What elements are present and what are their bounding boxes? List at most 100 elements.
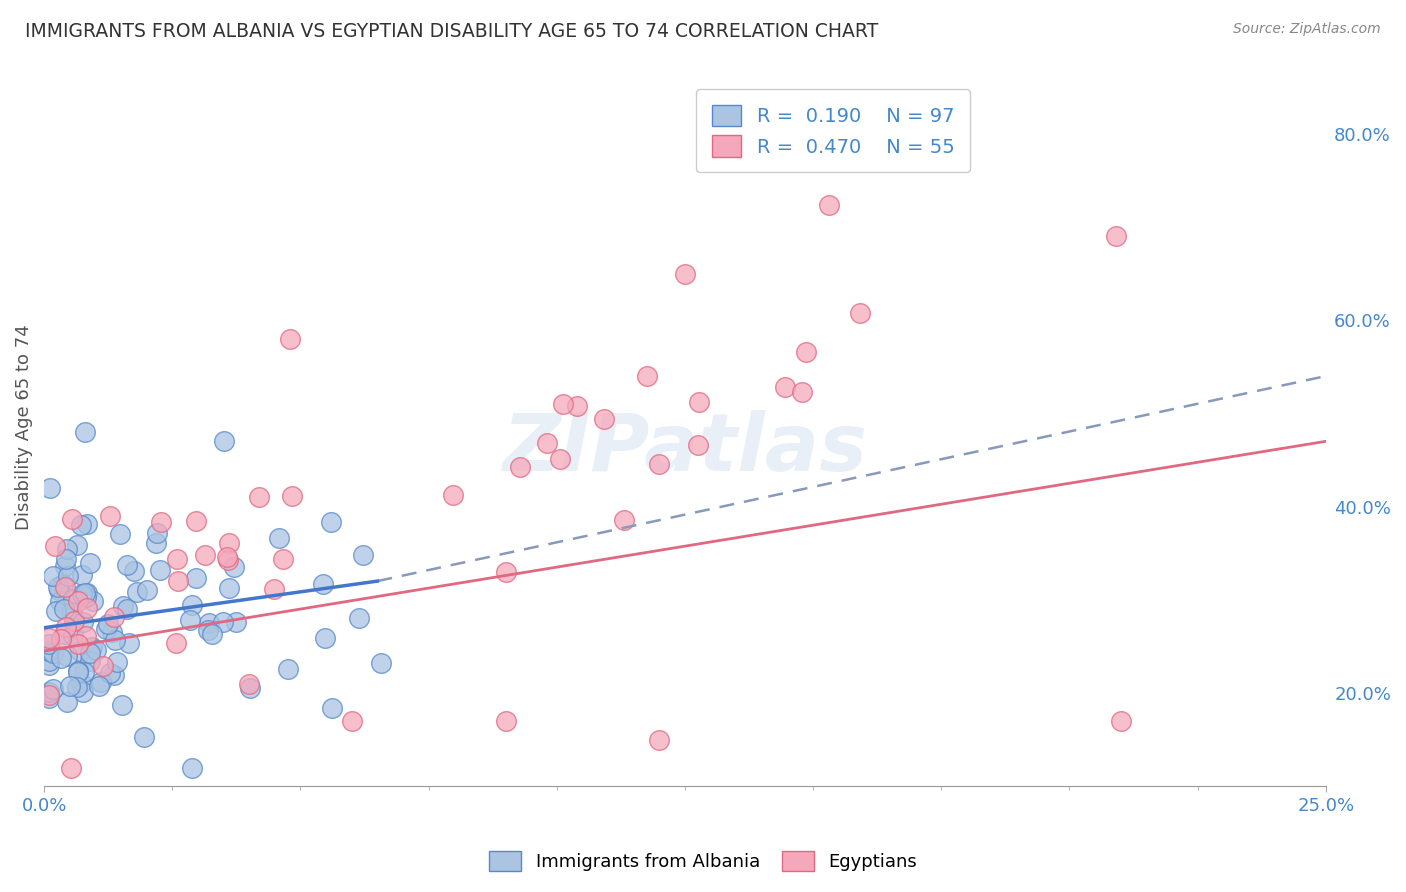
Point — [38, 691, 60, 706]
Point — [117, 602, 139, 616]
Point — [42, 569, 65, 583]
Point — [59, 760, 82, 774]
Point — [312, 577, 335, 591]
Point — [197, 615, 219, 630]
Point — [56, 695, 79, 709]
Point — [211, 615, 233, 630]
Text: Source: ZipAtlas.com: Source: ZipAtlas.com — [1233, 22, 1381, 37]
Point — [63, 614, 86, 628]
Point — [55, 620, 77, 634]
Point — [53, 627, 76, 641]
Point — [818, 197, 841, 211]
Point — [792, 384, 814, 399]
Point — [370, 656, 392, 670]
Point — [238, 676, 260, 690]
Point — [686, 438, 709, 452]
Point — [75, 425, 97, 439]
Point — [319, 515, 342, 529]
Point — [75, 591, 97, 605]
Point — [53, 580, 76, 594]
Point — [66, 593, 89, 607]
Point — [321, 701, 343, 715]
Point — [45, 604, 67, 618]
Point — [90, 675, 112, 690]
Point — [48, 582, 70, 597]
Point — [72, 685, 94, 699]
Point — [849, 305, 872, 319]
Point — [67, 665, 90, 680]
Point — [42, 646, 65, 660]
Point — [495, 714, 517, 728]
Point — [146, 525, 169, 540]
Point — [75, 629, 97, 643]
Point — [127, 584, 149, 599]
Point — [495, 565, 517, 579]
Point — [149, 515, 172, 529]
Point — [218, 536, 240, 550]
Point — [111, 698, 134, 713]
Point — [101, 624, 124, 639]
Legend: Immigrants from Albania, Egyptians: Immigrants from Albania, Egyptians — [481, 844, 925, 879]
Point — [98, 509, 121, 524]
Point — [53, 558, 76, 573]
Point — [79, 646, 101, 660]
Point — [536, 435, 558, 450]
Point — [117, 558, 139, 573]
Point — [44, 539, 66, 553]
Point — [340, 714, 363, 728]
Point — [79, 556, 101, 570]
Point — [58, 568, 80, 582]
Point — [593, 412, 616, 426]
Point — [281, 490, 304, 504]
Point — [184, 514, 207, 528]
Legend: R =  0.190    N = 97, R =  0.470    N = 55: R = 0.190 N = 97, R = 0.470 N = 55 — [696, 89, 970, 172]
Point — [60, 606, 83, 620]
Point — [149, 563, 172, 577]
Point — [89, 680, 111, 694]
Point — [222, 560, 245, 574]
Point — [184, 571, 207, 585]
Point — [66, 664, 89, 678]
Point — [112, 599, 135, 614]
Point — [167, 574, 190, 588]
Point — [278, 332, 301, 346]
Point — [201, 627, 224, 641]
Point — [673, 267, 696, 281]
Point — [62, 627, 84, 641]
Point — [180, 599, 202, 613]
Point — [648, 458, 671, 472]
Point — [104, 633, 127, 648]
Point — [38, 644, 60, 658]
Point — [636, 369, 658, 384]
Point — [66, 681, 89, 695]
Point — [73, 585, 96, 599]
Point — [70, 517, 93, 532]
Point — [76, 600, 98, 615]
Point — [165, 636, 187, 650]
Point — [134, 730, 156, 744]
Point — [82, 594, 104, 608]
Point — [122, 564, 145, 578]
Point — [55, 551, 77, 566]
Point — [72, 615, 94, 629]
Point — [118, 636, 141, 650]
Point — [314, 631, 336, 645]
Point — [59, 679, 82, 693]
Point — [62, 614, 84, 628]
Point — [612, 513, 634, 527]
Point — [352, 548, 374, 562]
Point — [271, 552, 294, 566]
Point — [548, 451, 571, 466]
Point — [73, 665, 96, 680]
Point — [509, 460, 531, 475]
Point — [38, 636, 60, 650]
Point — [70, 568, 93, 582]
Y-axis label: Disability Age 65 to 74: Disability Age 65 to 74 — [15, 325, 32, 530]
Text: IMMIGRANTS FROM ALBANIA VS EGYPTIAN DISABILITY AGE 65 TO 74 CORRELATION CHART: IMMIGRANTS FROM ALBANIA VS EGYPTIAN DISA… — [25, 22, 879, 41]
Point — [49, 650, 72, 665]
Point — [225, 615, 247, 629]
Point — [98, 666, 121, 681]
Point — [70, 676, 93, 690]
Point — [166, 552, 188, 566]
Point — [212, 434, 235, 449]
